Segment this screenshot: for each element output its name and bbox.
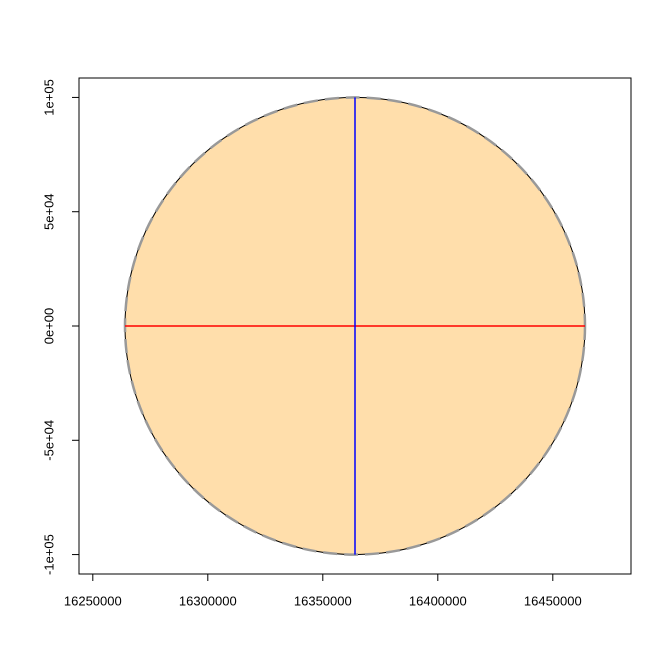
x-tick-label: 16250000 (64, 593, 122, 608)
y-tick-label: 0e+00 (41, 308, 56, 345)
y-tick-label: 5e+04 (41, 193, 56, 230)
y-tick-label: -1e+05 (41, 534, 56, 575)
y-tick-label: 1e+05 (41, 79, 56, 116)
x-tick-label: 16450000 (524, 593, 582, 608)
x-tick-label: 16350000 (294, 593, 352, 608)
x-tick-label: 16400000 (409, 593, 467, 608)
y-tick-label: -5e+04 (41, 420, 56, 461)
x-tick-label: 16300000 (179, 593, 237, 608)
